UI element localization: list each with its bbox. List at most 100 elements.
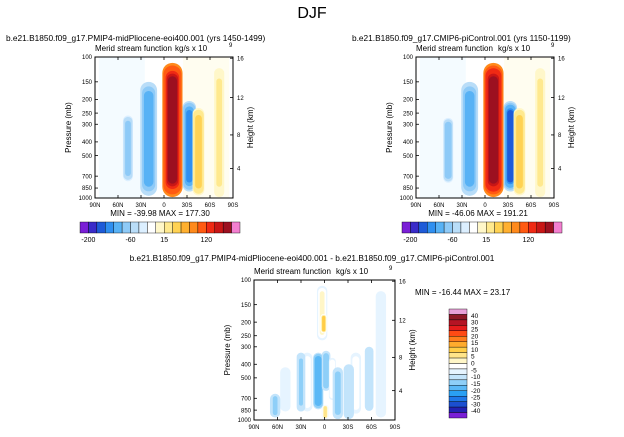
y-tick-label: 200 xyxy=(82,98,93,104)
colorbar-swatch xyxy=(486,221,495,234)
panel-subtitle: Merid stream function xyxy=(416,44,493,53)
colorbar-swatch xyxy=(105,221,114,234)
colorbar-swatch xyxy=(448,308,468,315)
contour-band xyxy=(195,116,202,187)
y-tick-label: 400 xyxy=(403,140,414,146)
colorbar-label: 5 xyxy=(471,354,475,361)
panel-units: kg/s x 10 xyxy=(336,267,369,276)
colorbar-swatch xyxy=(155,221,165,234)
colorbar-swatch xyxy=(469,221,478,234)
colorbar-swatch xyxy=(448,325,468,332)
colorbar-label: -20 xyxy=(471,388,481,395)
colorbar-swatch xyxy=(448,401,468,408)
y2-tick-label: 16 xyxy=(237,56,244,62)
x-tick-label: 90S xyxy=(228,203,239,209)
colorbar-label: 15 xyxy=(482,237,490,244)
y-tick-label: 200 xyxy=(403,98,414,104)
panel-units-exponent: 9 xyxy=(551,43,555,49)
contour-band xyxy=(516,116,523,187)
panel-stats: MIN = -39.98 MAX = 177.30 xyxy=(110,209,210,218)
colorbar-label: 20 xyxy=(471,333,479,340)
y2-tick-label: 8 xyxy=(558,133,562,139)
y-tick-label: 300 xyxy=(82,122,93,128)
y-tick-label: 850 xyxy=(403,186,414,192)
contour-band xyxy=(125,122,131,175)
y-tick-label: 150 xyxy=(241,303,252,309)
contour-band xyxy=(144,93,153,185)
panel-difference: b.e21.B1850.f09_g17.PMIP4-midPliocene-eo… xyxy=(130,253,511,431)
colorbar-swatch xyxy=(88,221,98,234)
y-tick-label: 250 xyxy=(241,334,252,340)
colorbar-swatch xyxy=(164,221,173,234)
y2-tick-label: 4 xyxy=(558,167,562,173)
colorbar-label: 120 xyxy=(200,237,212,244)
y-tick-label: 400 xyxy=(241,362,252,368)
x-tick-label: 90N xyxy=(248,425,259,431)
panel-subtitle: Merid stream function xyxy=(254,267,331,276)
colorbar-swatch xyxy=(477,221,487,234)
panel-units: kg/s x 10 xyxy=(498,44,531,53)
contour-band xyxy=(315,358,321,404)
y2-tick-label: 12 xyxy=(558,96,565,102)
contour-band xyxy=(445,124,451,177)
x-tick-label: 60S xyxy=(205,203,216,209)
colorbar-swatch xyxy=(113,221,123,234)
colorbar-label: 25 xyxy=(471,326,479,333)
y-tick-label: 400 xyxy=(82,140,93,146)
x-tick-label: 60S xyxy=(366,425,377,431)
colorbar-label: -60 xyxy=(125,237,135,244)
y2-tick-label: 4 xyxy=(399,389,403,395)
colorbar-swatch xyxy=(121,221,131,234)
contour-band xyxy=(353,358,359,408)
colorbar-swatch xyxy=(448,374,468,381)
x-tick-label: 60N xyxy=(112,203,123,209)
y-tick-label: 100 xyxy=(241,278,252,284)
colorbar-swatch xyxy=(172,221,182,234)
x-tick-label: 90S xyxy=(549,203,560,209)
colorbar-swatch xyxy=(452,221,462,234)
colorbar-swatch xyxy=(79,221,89,234)
colorbar-swatch xyxy=(197,221,207,234)
colorbar-swatch xyxy=(180,221,190,234)
contour-band xyxy=(323,406,327,418)
y2-tick-label: 16 xyxy=(399,279,406,285)
x-tick-label: 60N xyxy=(433,203,444,209)
y2-tick-label: 8 xyxy=(399,356,403,362)
colorbar-label: 15 xyxy=(160,237,168,244)
y2-tick-label: 4 xyxy=(237,167,241,173)
contour-band xyxy=(304,358,310,406)
x-tick-label: 60N xyxy=(272,425,283,431)
colorbar: -200 -60 15 120 xyxy=(79,221,241,244)
colorbar: -200 -60 15 120 xyxy=(401,221,563,244)
contour-band xyxy=(488,76,499,184)
y-tick-label: 1000 xyxy=(400,196,414,202)
x-tick-label: 30N xyxy=(135,203,146,209)
colorbar-swatch xyxy=(519,221,529,234)
field-region xyxy=(419,57,466,198)
y2-tick-label: 8 xyxy=(237,133,241,139)
colorbar-label: -15 xyxy=(471,381,481,388)
colorbar-label: 15 xyxy=(471,340,479,347)
y-tick-label: 200 xyxy=(241,320,252,326)
colorbar-swatch xyxy=(448,368,468,375)
y-tick-label: 850 xyxy=(241,408,252,414)
colorbar-swatch xyxy=(222,221,232,234)
figure-title: DJF xyxy=(297,5,327,22)
contour-band xyxy=(282,371,288,408)
colorbar-label: -200 xyxy=(403,237,417,244)
colorbar-swatch xyxy=(448,319,468,326)
contour-band xyxy=(507,110,514,183)
y-axis-label: Pressure (mb) xyxy=(64,102,73,153)
colorbar-swatch xyxy=(511,221,521,234)
colorbar-swatch xyxy=(189,221,199,234)
colorbar-swatch xyxy=(448,385,468,391)
y2-axis-label: Height (km) xyxy=(567,106,576,148)
colorbar-swatch xyxy=(435,221,445,234)
colorbar-label: -5 xyxy=(471,367,477,374)
colorbar-swatch xyxy=(138,221,148,234)
contour-band xyxy=(299,358,303,406)
difference-title: b.e21.B1850.f09_g17.PMIP4-midPliocene-eo… xyxy=(130,253,495,263)
panel-stats: MIN = -16.44 MAX = 23.17 xyxy=(415,288,511,297)
contour-band xyxy=(322,315,326,332)
